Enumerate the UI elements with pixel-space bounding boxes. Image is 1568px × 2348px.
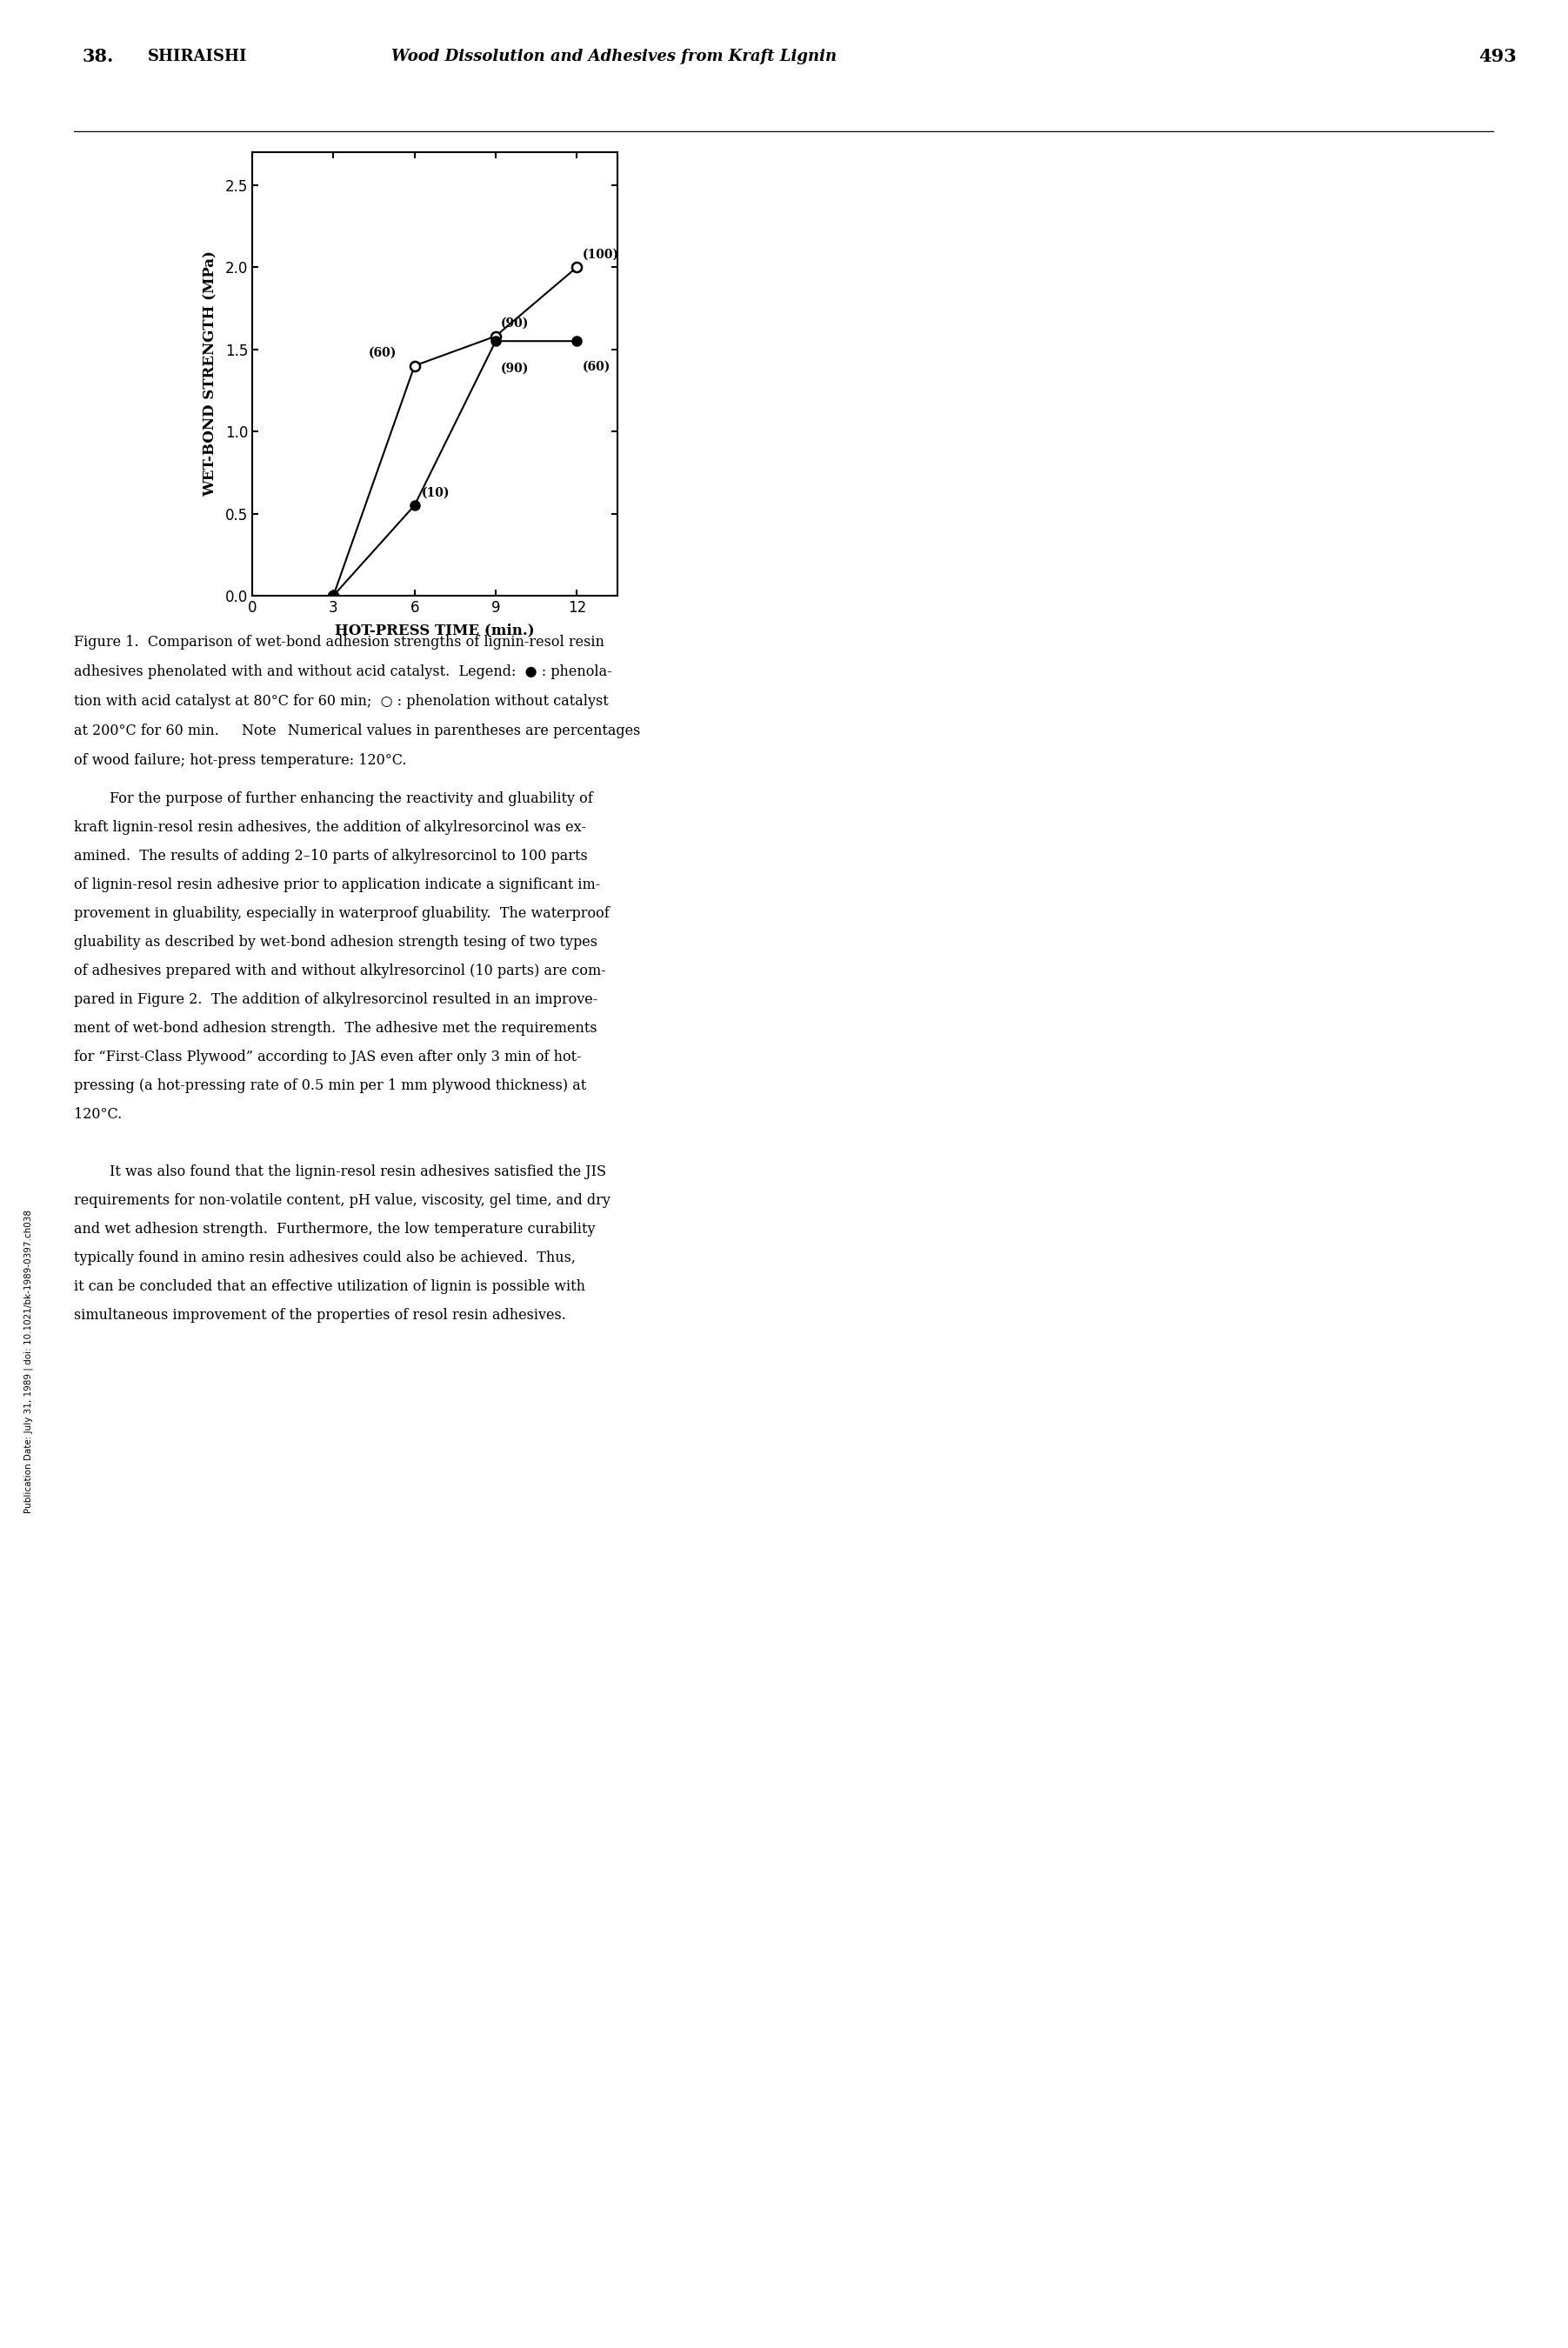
Text: (60): (60) xyxy=(368,348,397,359)
Text: and wet adhesion strength.  Furthermore, the low temperature curability: and wet adhesion strength. Furthermore, … xyxy=(74,1221,596,1237)
Text: Publication Date: July 31, 1989 | doi: 10.1021/bk-1989-0397.ch038: Publication Date: July 31, 1989 | doi: 1… xyxy=(24,1209,33,1514)
Text: it can be concluded that an effective utilization of lignin is possible with: it can be concluded that an effective ut… xyxy=(74,1280,585,1294)
Text: 493: 493 xyxy=(1479,47,1516,66)
Y-axis label: WET-BOND STRENGTH (MPa): WET-BOND STRENGTH (MPa) xyxy=(202,251,218,498)
Text: (90): (90) xyxy=(502,362,530,376)
Text: kraft lignin-resol resin adhesives, the addition of alkylresorcinol was ex-: kraft lignin-resol resin adhesives, the … xyxy=(74,819,586,836)
Text: (100): (100) xyxy=(582,249,619,261)
Text: of adhesives prepared with and without alkylresorcinol (10 parts) are com-: of adhesives prepared with and without a… xyxy=(74,963,605,979)
Text: Wood Dissolution and Adhesives from Kraft Lignin: Wood Dissolution and Adhesives from Kraf… xyxy=(392,49,837,66)
Text: of wood failure; hot-press temperature: 120°C.: of wood failure; hot-press temperature: … xyxy=(74,754,406,768)
Text: requirements for non-volatile content, pH value, viscosity, gel time, and dry: requirements for non-volatile content, p… xyxy=(74,1193,610,1207)
Text: provement in gluability, especially in waterproof gluability.  The waterproof: provement in gluability, especially in w… xyxy=(74,906,610,920)
Text: amined.  The results of adding 2–10 parts of alkylresorcinol to 100 parts: amined. The results of adding 2–10 parts… xyxy=(74,848,588,864)
Text: simultaneous improvement of the properties of resol resin adhesives.: simultaneous improvement of the properti… xyxy=(74,1308,566,1322)
Text: It was also found that the lignin-resol resin adhesives satisfied the JIS: It was also found that the lignin-resol … xyxy=(74,1165,607,1179)
Text: (60): (60) xyxy=(582,362,610,373)
Text: pared in Figure 2.  The addition of alkylresorcinol resulted in an improve-: pared in Figure 2. The addition of alkyl… xyxy=(74,993,597,1007)
Text: (90): (90) xyxy=(502,317,530,329)
Text: 120°C.: 120°C. xyxy=(74,1106,122,1122)
Text: at 200°C for 60 min.    Note  Numerical values in parentheses are percentages: at 200°C for 60 min. Note Numerical valu… xyxy=(74,723,640,737)
Text: pressing (a hot-pressing rate of 0.5 min per 1 mm plywood thickness) at: pressing (a hot-pressing rate of 0.5 min… xyxy=(74,1078,586,1094)
Text: adhesives phenolated with and without acid catalyst.  Legend:  ● : phenola-: adhesives phenolated with and without ac… xyxy=(74,664,612,679)
Text: 38.: 38. xyxy=(83,47,114,66)
Text: Figure 1.  Comparison of wet-bond adhesion strengths of lignin-resol resin: Figure 1. Comparison of wet-bond adhesio… xyxy=(74,634,604,650)
Text: tion with acid catalyst at 80°C for 60 min;  ○ : phenolation without catalyst: tion with acid catalyst at 80°C for 60 m… xyxy=(74,695,608,709)
Text: of lignin-resol resin adhesive prior to application indicate a significant im-: of lignin-resol resin adhesive prior to … xyxy=(74,878,601,892)
Text: For the purpose of further enhancing the reactivity and gluability of: For the purpose of further enhancing the… xyxy=(74,791,593,805)
Text: (10): (10) xyxy=(422,486,450,498)
Text: typically found in amino resin adhesives could also be achieved.  Thus,: typically found in amino resin adhesives… xyxy=(74,1251,575,1266)
X-axis label: HOT-PRESS TIME (min.): HOT-PRESS TIME (min.) xyxy=(336,622,535,639)
Text: ment of wet-bond adhesion strength.  The adhesive met the requirements: ment of wet-bond adhesion strength. The … xyxy=(74,1021,597,1035)
Text: for “First-Class Plywood” according to JAS even after only 3 min of hot-: for “First-Class Plywood” according to J… xyxy=(74,1050,582,1064)
Text: SHIRAISHI: SHIRAISHI xyxy=(147,49,248,66)
Text: gluability as described by wet-bond adhesion strength tesing of two types: gluability as described by wet-bond adhe… xyxy=(74,935,597,949)
